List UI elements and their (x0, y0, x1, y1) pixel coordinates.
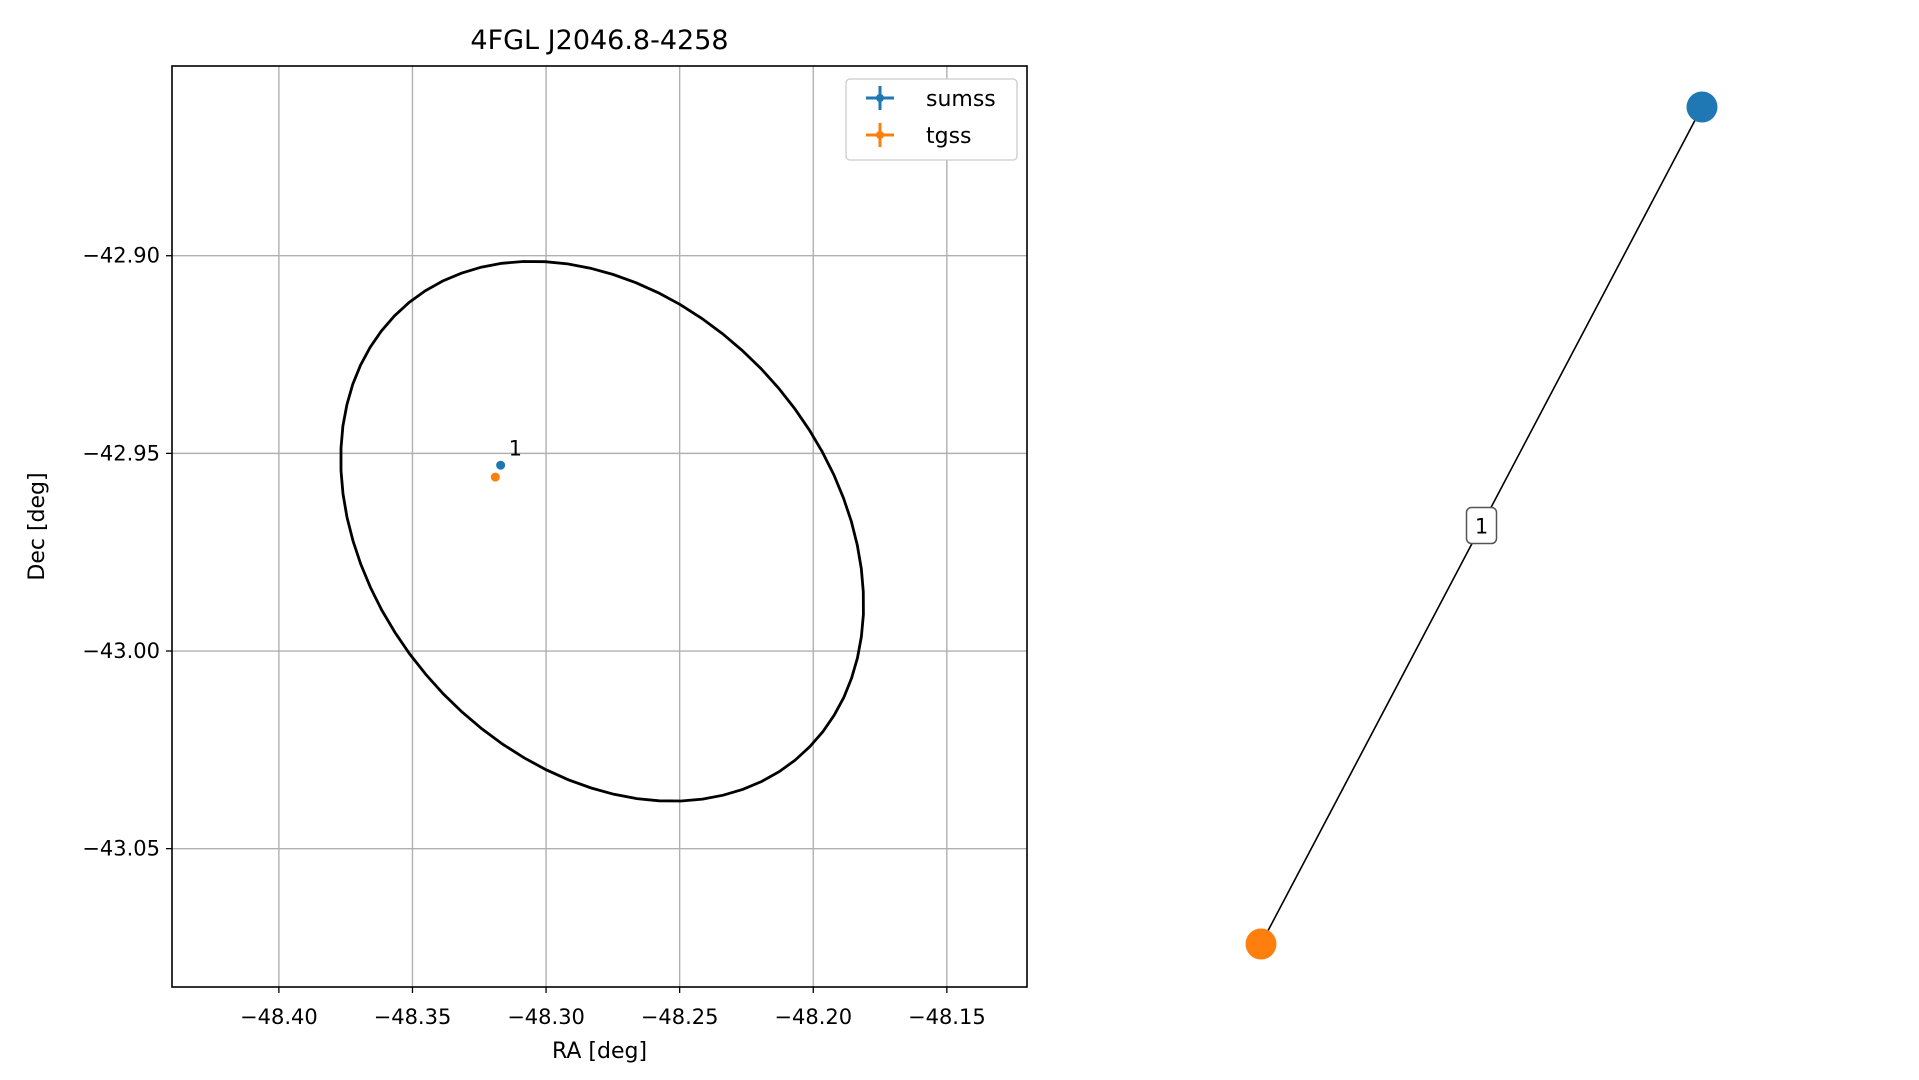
legend-marker (876, 131, 884, 139)
graph-node-tgss (1245, 928, 1277, 960)
gridlines (172, 66, 1027, 987)
legend-label: sumss (926, 87, 996, 112)
x-tick-label: −48.15 (908, 1005, 986, 1029)
chart-title: 4FGL J2046.8-4258 (470, 25, 728, 56)
tgss-marker (490, 472, 500, 482)
x-tick-label: −48.35 (374, 1005, 452, 1029)
legend-label: tgss (926, 124, 972, 149)
legend-item-tgss: tgss (866, 123, 972, 149)
y-tick-label: −42.95 (82, 441, 160, 465)
match-graph-panel: 1 (1245, 91, 1718, 960)
x-tick-label: −48.40 (240, 1005, 318, 1029)
x-axis-label: RA [deg] (552, 1039, 647, 1064)
y-tick-label: −42.90 (82, 244, 160, 268)
legend-item-sumss: sumss (866, 86, 996, 112)
plot-frame (171, 65, 1028, 988)
y-axis-label: Dec [deg] (25, 472, 50, 580)
sumss-marker (496, 460, 506, 470)
y-tick-label: −43.05 (82, 837, 160, 861)
x-tick-label: −48.30 (507, 1005, 585, 1029)
legend-marker (876, 94, 884, 102)
edge-label-box (1465, 506, 1498, 545)
match-annotation: 1 (509, 436, 522, 460)
error-ellipse (339, 260, 865, 803)
sky-map-panel: −48.40 −48.35 −48.30 −48.25 −48.20 −48.15 −42.… (25, 25, 1028, 1064)
x-tick-label: −48.25 (641, 1005, 719, 1029)
legend: sumss tgss (845, 78, 1018, 161)
x-tick-label: −48.20 (774, 1005, 852, 1029)
edge-label: 1 (1475, 515, 1488, 539)
graph-node-sumss (1686, 91, 1718, 123)
y-tick-label: −43.00 (82, 639, 160, 663)
